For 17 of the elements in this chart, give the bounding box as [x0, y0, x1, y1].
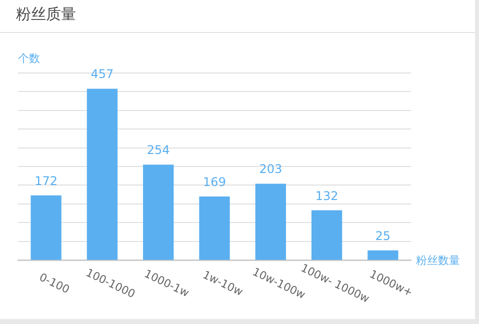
- bar: [30, 195, 62, 260]
- data-label: 254: [146, 143, 170, 158]
- bar: [86, 88, 118, 260]
- bar: [199, 196, 230, 260]
- bar: [368, 250, 398, 260]
- data-label: 172: [34, 174, 58, 188]
- data-label: 132: [315, 188, 338, 203]
- data-label: 457: [90, 67, 114, 82]
- bar: [311, 210, 342, 260]
- y-axis-title: 个数: [18, 52, 40, 65]
- data-label: 169: [203, 174, 226, 189]
- x-axis-title: 粉丝数量: [416, 254, 460, 267]
- data-label: 203: [259, 162, 282, 176]
- data-label: 25: [375, 228, 391, 243]
- chart-title: 粉丝质量: [16, 5, 76, 24]
- bar: [143, 164, 174, 260]
- bar: [255, 184, 286, 260]
